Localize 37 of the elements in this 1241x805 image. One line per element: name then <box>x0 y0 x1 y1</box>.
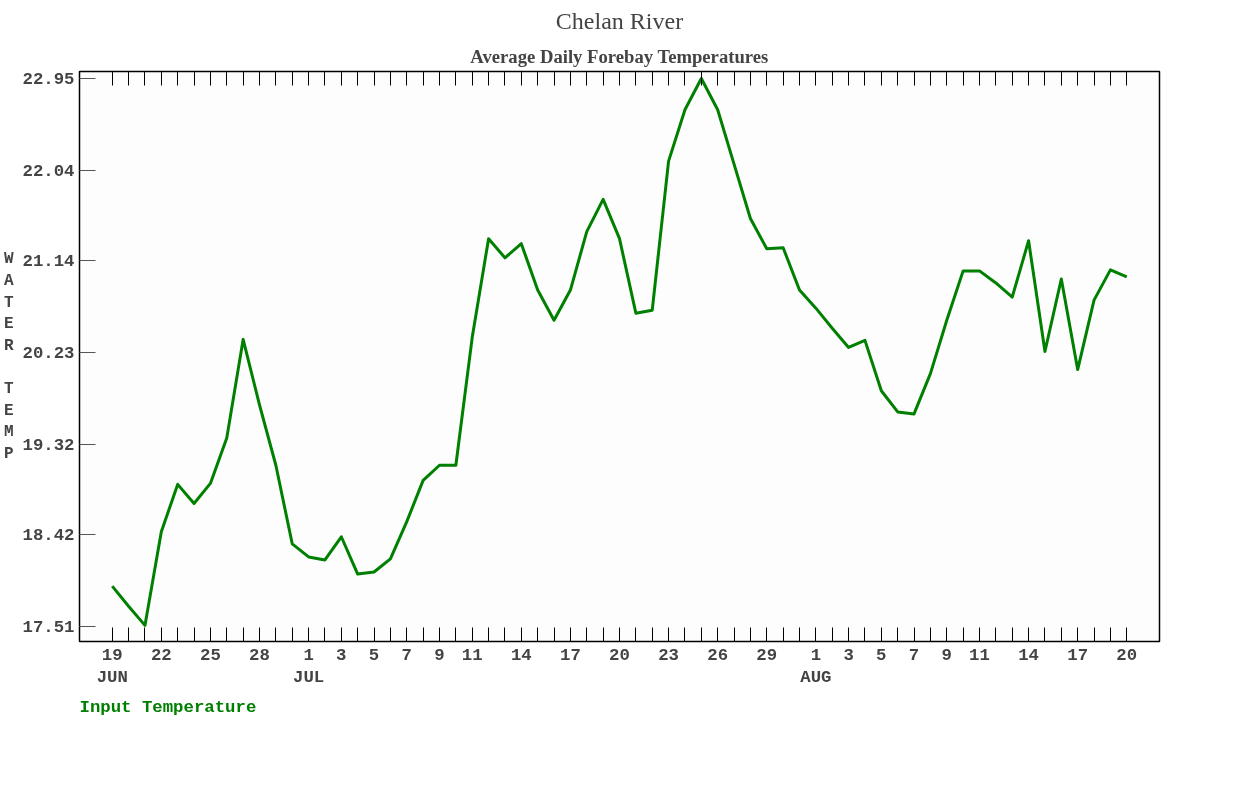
y-tick-label: 19.32 <box>22 435 75 455</box>
line-series <box>110 77 1129 627</box>
x-tick-label: 28 <box>249 645 270 665</box>
y-tick-label: 21.14 <box>22 252 75 272</box>
x-tick-label: 5 <box>876 645 887 665</box>
y-tick-label: 18.42 <box>22 526 75 546</box>
x-tick-label: 25 <box>200 645 221 665</box>
x-tick-label: 23 <box>658 645 679 665</box>
x-tick-label: 11 <box>969 645 990 665</box>
y-tick-label: 22.04 <box>22 161 75 181</box>
x-tick-label: 9 <box>941 645 952 665</box>
x-tick-label: 1 AUG <box>800 645 832 688</box>
text: WATER TEMP <box>3 250 14 463</box>
x-tick-label: 11 <box>461 645 483 665</box>
y-tick-label: 20.23 <box>22 343 75 363</box>
chart-subtitle: Average Daily Forebay Temperatures <box>470 45 769 67</box>
x-tick-label: 1 JUL <box>292 645 325 688</box>
x-tick-label: 17 <box>1067 645 1089 665</box>
x-tick-label: 19 JUN <box>96 645 128 688</box>
x-tick-label: 9 <box>434 645 445 665</box>
chart-title: Chelan River <box>555 7 684 34</box>
text: Input Temperature <box>79 697 257 717</box>
x-tick-label: 20 <box>1116 645 1138 665</box>
x-tick-label: 7 <box>401 645 412 665</box>
x-tick-label: 22 <box>150 645 172 665</box>
y-tick-label: 17.51 <box>22 617 75 637</box>
x-tick-label: 14 <box>1018 645 1039 665</box>
x-tick-label: 7 <box>908 645 920 665</box>
x-tick-label: 26 <box>707 645 729 665</box>
x-tick-label: 14 <box>510 645 532 665</box>
x-tick-label: 20 <box>609 645 630 665</box>
y-tick-label: 22.95 <box>22 70 75 90</box>
x-tick-label: 3 <box>336 645 347 665</box>
x-tick-label: 17 <box>560 645 581 665</box>
x-tick-label: 5 <box>368 645 380 665</box>
x-tick-label: 29 <box>756 645 778 665</box>
x-tick-label: 3 <box>843 645 854 665</box>
